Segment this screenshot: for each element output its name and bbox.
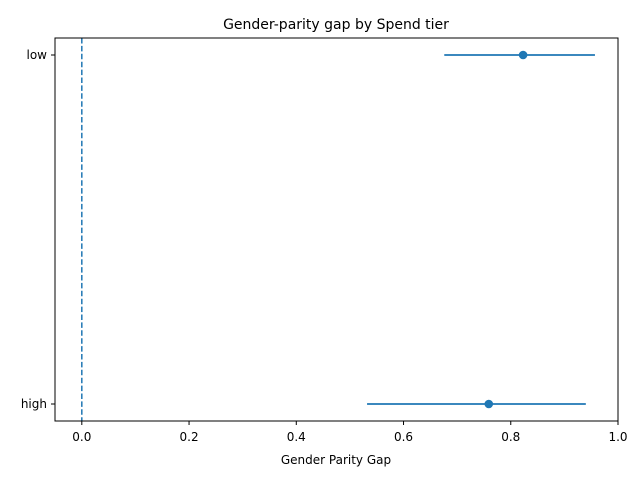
x-tick-label: 0.6 [394,430,413,444]
error-bars [367,50,595,409]
x-tick-label: 1.0 [608,430,627,444]
axes-frame [54,37,619,422]
x-tick-label: 0.8 [501,430,520,444]
x-tick-label: 0.0 [72,430,91,444]
point-high [484,399,494,409]
y-tick-label: low [27,48,48,62]
x-tick-label: 0.2 [180,430,199,444]
point-low [518,50,528,60]
x-tick-label: 0.4 [287,430,306,444]
y-axis-ticks: low high [21,48,55,411]
chart-title: Gender-parity gap by Spend tier [223,17,449,33]
x-axis-ticks: 0.0 0.2 0.4 0.6 0.8 1.0 [72,421,628,444]
plot-area: 0.0 0.2 0.4 0.6 0.8 1.0 low high [21,37,628,444]
y-tick-label: high [21,397,47,411]
x-axis-label: Gender Parity Gap [281,453,391,467]
